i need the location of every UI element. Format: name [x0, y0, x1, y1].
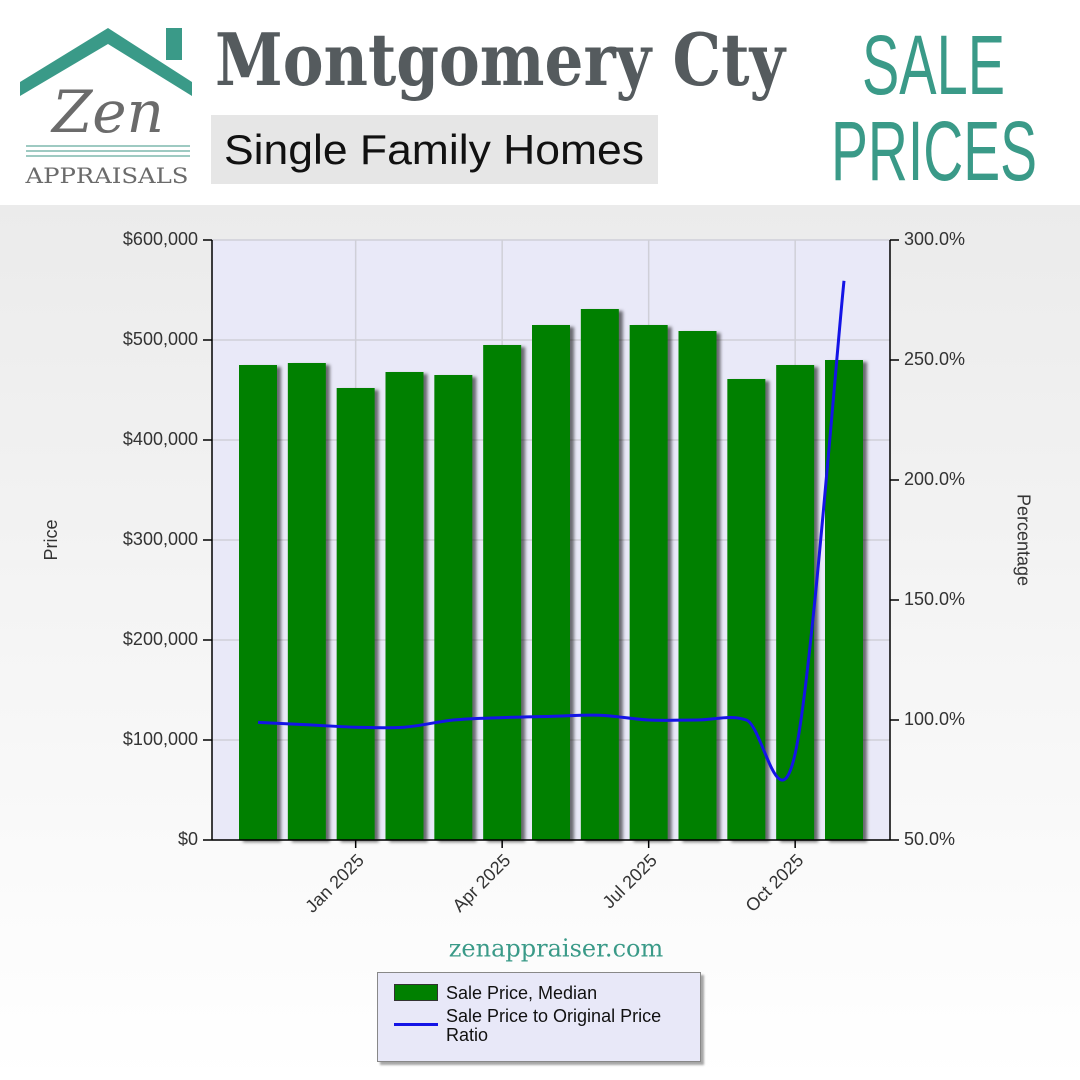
bar	[336, 388, 375, 840]
bar	[776, 365, 815, 840]
legend-item: Sale Price to Original Price Ratio	[394, 1007, 691, 1045]
bar	[434, 375, 473, 840]
y-tick-label: $0	[178, 829, 198, 849]
title: Montgomery Cty	[215, 17, 787, 102]
bar	[483, 345, 522, 840]
bar	[727, 379, 766, 840]
subtitle: Single Family Homes	[224, 126, 644, 173]
y-axis-label: Price	[41, 519, 61, 560]
bar	[532, 325, 570, 840]
y-tick-label: $100,000	[123, 729, 198, 749]
y2-tick-label: 50.0%	[904, 829, 955, 849]
y-tick-label: $400,000	[123, 429, 198, 449]
tag-line: SALE	[862, 18, 1005, 112]
y-tick-label: $300,000	[123, 529, 198, 549]
bar	[287, 363, 326, 840]
y2-tick-label: 150.0%	[904, 589, 965, 609]
bar	[629, 325, 668, 840]
y2-tick-label: 200.0%	[904, 469, 965, 489]
bar	[385, 372, 424, 840]
bar	[239, 365, 277, 840]
logo-sub: APPRAISALS	[24, 164, 188, 188]
y2-axis-label: Percentage	[1013, 494, 1033, 586]
y-tick-label: $200,000	[123, 629, 198, 649]
y2-tick-label: 300.0%	[904, 229, 965, 249]
legend-label: Sale Price, Median	[446, 983, 598, 1003]
y2-tick-label: 250.0%	[904, 349, 965, 369]
y-tick-label: $600,000	[123, 229, 198, 249]
y-tick-label: $500,000	[123, 329, 198, 349]
bar	[580, 309, 619, 840]
legend-swatch	[394, 984, 438, 1001]
legend-item: Sale Price, Median	[394, 984, 691, 1003]
bar	[678, 331, 717, 840]
legend-label: Sale Price to Original Price Ratio	[446, 1006, 662, 1045]
tag-line: PRICES	[831, 104, 1037, 198]
logo-roof	[20, 28, 192, 96]
website: zenappraiser.com	[449, 935, 664, 963]
logo-word: Zen	[50, 78, 164, 146]
bar	[825, 360, 863, 840]
line	[257, 280, 846, 782]
legend: Sale Price, Median Sale Price to Origina…	[377, 972, 701, 1062]
subtitle-box	[211, 115, 658, 184]
y2-tick-label: 100.0%	[904, 709, 965, 729]
logo-chimney	[166, 28, 182, 60]
legend-swatch	[394, 1023, 438, 1026]
